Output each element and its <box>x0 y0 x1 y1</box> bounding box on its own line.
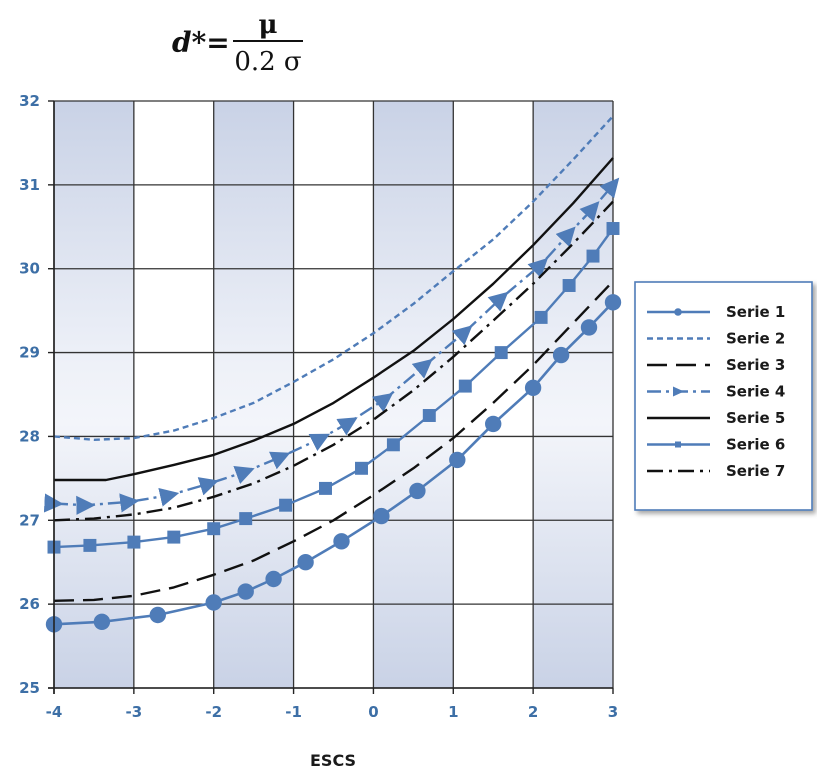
legend-label: Serie 7 <box>726 462 785 480</box>
legend-marker <box>674 308 682 316</box>
legend-box <box>634 281 813 511</box>
legend: Serie 1 Serie 2 Serie 3 Serie 4 Serie 5 Serie… <box>634 281 813 511</box>
legend-label: Serie 4 <box>726 383 785 401</box>
x-tick-label: -4 <box>46 703 63 721</box>
x-tick-label: 0 <box>368 703 378 721</box>
y-tick-label: 32 <box>19 92 40 110</box>
formula-numerator: μ <box>258 10 277 40</box>
legend-label: Serie 2 <box>726 330 785 348</box>
shaded-band <box>213 101 294 688</box>
x-tick-label: 1 <box>448 703 458 721</box>
plot-background <box>54 101 613 688</box>
y-tick-label: 30 <box>19 260 40 278</box>
legend-item-7: Serie 7 <box>647 462 785 480</box>
axes <box>48 101 613 694</box>
series-layer <box>43 115 622 633</box>
series-line-7 <box>53 200 614 522</box>
x-tick-label: -2 <box>205 703 222 721</box>
x-tick-label: 3 <box>608 703 618 721</box>
x-axis-ticks: -4 -3 -2 -1 0 1 2 3 <box>46 688 618 721</box>
shaded-band <box>533 101 613 688</box>
legend-marker <box>675 441 681 448</box>
legend-item-3: Serie 3 <box>647 356 785 374</box>
x-axis-label: ESCS <box>310 751 356 770</box>
series-line-6 <box>47 222 620 554</box>
legend-item-4: Serie 4 <box>647 383 785 401</box>
y-tick-label: 25 <box>19 679 40 697</box>
formula-denominator: 0.2 σ <box>234 47 301 77</box>
y-tick-label: 28 <box>19 427 40 445</box>
formula-lhs: d*= <box>172 26 230 59</box>
y-axis-ticks: 25 26 27 28 29 30 31 32 <box>19 92 54 697</box>
legend-item-2: Serie 2 <box>647 330 785 348</box>
y-tick-label: 29 <box>19 344 40 362</box>
y-tick-label: 26 <box>19 595 40 613</box>
x-tick-label: -1 <box>285 703 302 721</box>
x-tick-label: -3 <box>126 703 143 721</box>
legend-item-6: Serie 6 <box>647 436 785 454</box>
legend-label: Serie 1 <box>726 303 785 321</box>
legend-label: Serie 6 <box>726 436 785 454</box>
shaded-band <box>373 101 454 688</box>
legend-item-5: Serie 5 <box>647 409 785 427</box>
x-tick-label: 2 <box>528 703 538 721</box>
formula: d*= μ 0.2 σ <box>172 10 303 77</box>
legend-marker <box>673 386 684 397</box>
plot-area <box>54 101 613 688</box>
y-tick-label: 31 <box>19 176 40 194</box>
legend-label: Serie 3 <box>726 356 785 374</box>
legend-item-1: Serie 1 <box>647 303 785 321</box>
y-tick-label: 27 <box>19 511 40 529</box>
legend-label: Serie 5 <box>726 409 785 427</box>
